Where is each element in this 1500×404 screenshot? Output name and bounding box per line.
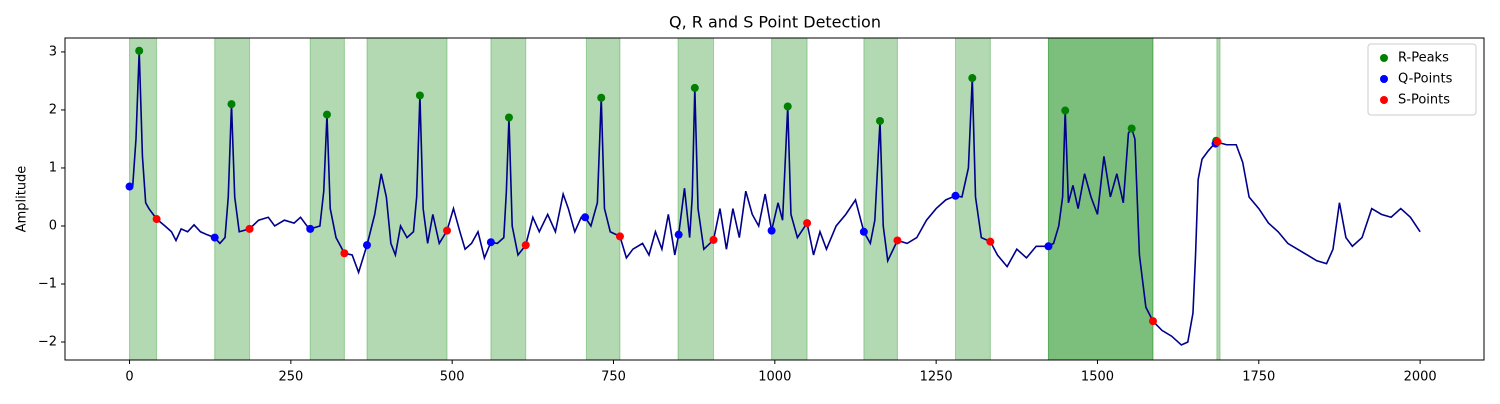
x-tick-label: 1000	[758, 370, 791, 385]
legend-marker	[1380, 54, 1388, 62]
point	[152, 215, 161, 224]
point	[893, 236, 902, 245]
point	[306, 224, 315, 233]
x-tick-label: 1500	[1081, 370, 1114, 385]
x-tick-label: 1250	[920, 370, 953, 385]
highlight-span	[490, 37, 527, 361]
point	[1148, 317, 1157, 326]
x-tick-label: 750	[601, 370, 626, 385]
legend-box	[1367, 43, 1477, 116]
point	[783, 102, 792, 111]
legend-marker	[1380, 75, 1388, 83]
point	[135, 46, 144, 55]
point	[125, 182, 134, 191]
y-tick-label: 0	[49, 218, 57, 233]
y-tick-label: 3	[49, 44, 57, 59]
point	[1044, 242, 1053, 251]
point	[1213, 137, 1222, 146]
highlight-span	[309, 37, 345, 361]
point	[951, 191, 960, 200]
point	[597, 93, 606, 102]
legend-marker	[1380, 96, 1388, 104]
point	[227, 100, 236, 109]
y-tick-label: −2	[38, 335, 57, 350]
y-tick-label: −1	[38, 276, 57, 291]
x-tick-label: 2000	[1404, 370, 1437, 385]
point	[803, 219, 812, 228]
x-tick-label: 0	[125, 370, 133, 385]
point	[1061, 106, 1070, 115]
highlight-span	[585, 37, 621, 361]
plot-frame	[64, 37, 1485, 361]
chart-title: Q, R and S Point Detection	[669, 13, 881, 32]
point	[504, 113, 513, 122]
point	[245, 224, 254, 233]
x-tick-label: 250	[278, 370, 303, 385]
point	[986, 237, 995, 246]
highlight-span	[1047, 37, 1154, 361]
point	[340, 249, 349, 258]
highlight-span	[863, 37, 898, 361]
y-tick-label: 2	[49, 102, 57, 117]
highlight-span	[1216, 37, 1221, 361]
x-tick-label: 500	[440, 370, 465, 385]
y-tick-label: 1	[49, 160, 57, 175]
point	[690, 83, 699, 92]
point	[674, 230, 683, 239]
point	[443, 226, 452, 235]
point	[322, 110, 331, 119]
point	[1127, 124, 1136, 133]
legend-label: S-Points	[1398, 93, 1450, 108]
point	[210, 233, 219, 242]
point	[859, 227, 868, 236]
highlight-span	[366, 37, 448, 361]
highlight-span	[771, 37, 808, 361]
point	[968, 74, 977, 83]
point	[709, 235, 718, 244]
point	[876, 116, 885, 125]
point	[581, 213, 590, 222]
legend-label: R-Peaks	[1398, 51, 1449, 66]
x-tick-label: 1750	[1242, 370, 1275, 385]
y-axis-label: Amplitude	[15, 166, 30, 233]
legend-label: Q-Points	[1398, 72, 1453, 87]
point	[415, 91, 424, 100]
highlight-span	[129, 37, 158, 361]
point	[521, 241, 530, 250]
point	[615, 232, 624, 241]
point	[767, 226, 776, 235]
point	[486, 238, 495, 247]
highlight-span	[214, 37, 251, 361]
point	[362, 241, 371, 250]
